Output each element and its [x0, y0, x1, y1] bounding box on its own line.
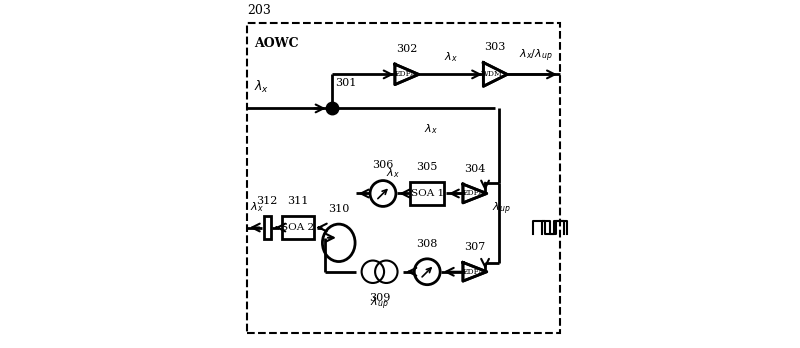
Text: 308: 308	[417, 239, 438, 248]
Text: $\lambda_{up}$: $\lambda_{up}$	[492, 201, 510, 217]
Text: EDFA: EDFA	[462, 268, 484, 276]
Text: WDM: WDM	[481, 70, 502, 78]
Text: 303: 303	[485, 42, 506, 52]
Text: 302: 302	[396, 44, 418, 54]
Text: SOA 1: SOA 1	[410, 189, 444, 198]
Text: $\lambda_{up}$: $\lambda_{up}$	[370, 295, 389, 312]
Text: $\lambda_x$: $\lambda_x$	[254, 79, 269, 95]
Polygon shape	[395, 64, 418, 85]
Text: 305: 305	[417, 162, 438, 172]
Text: 312: 312	[257, 196, 278, 206]
Text: EDFA: EDFA	[462, 190, 484, 198]
Text: 309: 309	[369, 293, 390, 303]
Text: $\lambda_x/\lambda_{up}$: $\lambda_x/\lambda_{up}$	[519, 48, 553, 64]
FancyBboxPatch shape	[263, 216, 271, 239]
Text: 307: 307	[464, 242, 486, 252]
Text: SOA 2: SOA 2	[282, 223, 314, 232]
FancyBboxPatch shape	[410, 182, 444, 205]
Text: 301: 301	[335, 78, 357, 88]
FancyBboxPatch shape	[282, 216, 314, 239]
Text: $\lambda_x$: $\lambda_x$	[386, 166, 400, 180]
Text: $\lambda_x$: $\lambda_x$	[250, 200, 264, 214]
Text: 203: 203	[247, 3, 270, 17]
Polygon shape	[483, 63, 507, 86]
Text: 311: 311	[287, 196, 309, 206]
Text: 306: 306	[372, 160, 394, 171]
FancyBboxPatch shape	[247, 23, 560, 333]
Text: 304: 304	[464, 164, 486, 174]
Text: EDFA: EDFA	[394, 70, 416, 78]
Polygon shape	[463, 262, 486, 281]
Text: 310: 310	[328, 204, 350, 214]
Text: $\lambda_x$: $\lambda_x$	[444, 50, 458, 64]
Text: AOWC: AOWC	[254, 37, 298, 50]
Polygon shape	[463, 184, 486, 203]
Text: $\lambda_x$: $\lambda_x$	[424, 122, 438, 136]
